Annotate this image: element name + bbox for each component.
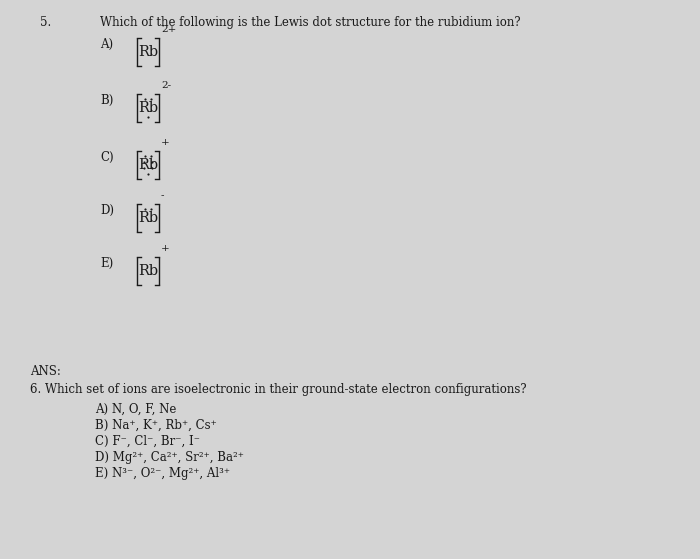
Text: D): D): [100, 204, 114, 217]
Text: B): B): [100, 94, 113, 107]
Text: A) N, O, F, Ne: A) N, O, F, Ne: [95, 403, 176, 416]
Text: Rb: Rb: [138, 211, 158, 225]
Text: 2+: 2+: [161, 25, 176, 34]
Text: 5.: 5.: [40, 16, 51, 29]
Text: D) Mg²⁺, Ca²⁺, Sr²⁺, Ba²⁺: D) Mg²⁺, Ca²⁺, Sr²⁺, Ba²⁺: [95, 451, 244, 464]
Text: ANS:: ANS:: [30, 365, 61, 378]
Text: E): E): [100, 257, 113, 270]
Text: 2-: 2-: [161, 81, 171, 90]
Text: 6. Which set of ions are isoelectronic in their ground-state electron configurat: 6. Which set of ions are isoelectronic i…: [30, 383, 526, 396]
Text: -: -: [161, 191, 164, 200]
Text: C): C): [100, 151, 113, 164]
Text: Which of the following is the Lewis dot structure for the rubidium ion?: Which of the following is the Lewis dot …: [100, 16, 521, 29]
Text: +: +: [161, 138, 169, 147]
Text: +: +: [161, 244, 169, 253]
Text: E) N³⁻, O²⁻, Mg²⁺, Al³⁺: E) N³⁻, O²⁻, Mg²⁺, Al³⁺: [95, 467, 230, 480]
Text: Rb: Rb: [138, 101, 158, 115]
Text: A): A): [100, 38, 113, 51]
Text: Rb: Rb: [138, 158, 158, 172]
Text: Rb: Rb: [138, 264, 158, 278]
Text: Rb: Rb: [138, 45, 158, 59]
Text: C) F⁻, Cl⁻, Br⁻, I⁻: C) F⁻, Cl⁻, Br⁻, I⁻: [95, 435, 200, 448]
Text: B) Na⁺, K⁺, Rb⁺, Cs⁺: B) Na⁺, K⁺, Rb⁺, Cs⁺: [95, 419, 217, 432]
